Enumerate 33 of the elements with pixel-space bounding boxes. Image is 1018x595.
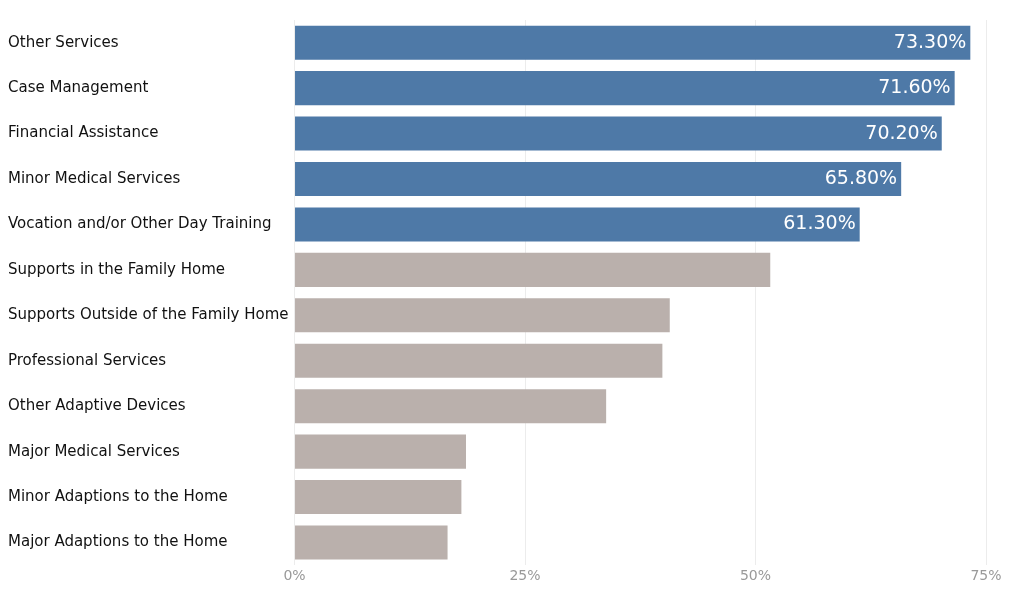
x-tick-label: 75% — [970, 567, 1002, 584]
bar — [295, 161, 902, 197]
bar — [295, 252, 771, 287]
y-tick-label: Minor Medical Services — [8, 168, 181, 187]
x-tick-label: 50% — [739, 567, 772, 584]
bar — [295, 480, 462, 515]
bar — [295, 343, 663, 378]
y-tick-label: Other Adaptive Devices — [8, 396, 186, 415]
y-tick-label: Vocation and/or Other Day Training — [8, 214, 272, 233]
y-tick-label: Major Medical Services — [8, 441, 181, 460]
bar — [295, 116, 942, 151]
bar — [295, 525, 448, 560]
y-tick-label: Supports in the Family Home — [8, 259, 226, 278]
bar — [295, 25, 971, 60]
y-tick-label: Supports Outside of the Family Home — [8, 305, 289, 324]
bar — [295, 434, 467, 469]
x-tick-label: 25% — [509, 567, 541, 584]
bar — [295, 71, 955, 106]
y-tick-label: Professional Services — [8, 350, 167, 369]
y-tick-label: Case Management — [8, 78, 149, 97]
data-label: 70.20% — [865, 120, 938, 143]
bar — [295, 389, 607, 424]
y-tick-label: Other Services — [8, 32, 119, 51]
data-label: 61.30% — [783, 211, 856, 234]
data-label: 71.60% — [878, 75, 951, 98]
x-tick-label: 0% — [283, 567, 306, 584]
y-tick-label: Financial Assistance — [8, 123, 159, 142]
y-tick-label: Minor Adaptions to the Home — [8, 486, 228, 505]
bar — [295, 298, 670, 333]
data-label: 73.30% — [893, 29, 967, 52]
bar — [295, 207, 860, 242]
data-label: 65.80% — [824, 165, 898, 188]
y-tick-label: Major Adaptions to the Home — [8, 532, 228, 551]
